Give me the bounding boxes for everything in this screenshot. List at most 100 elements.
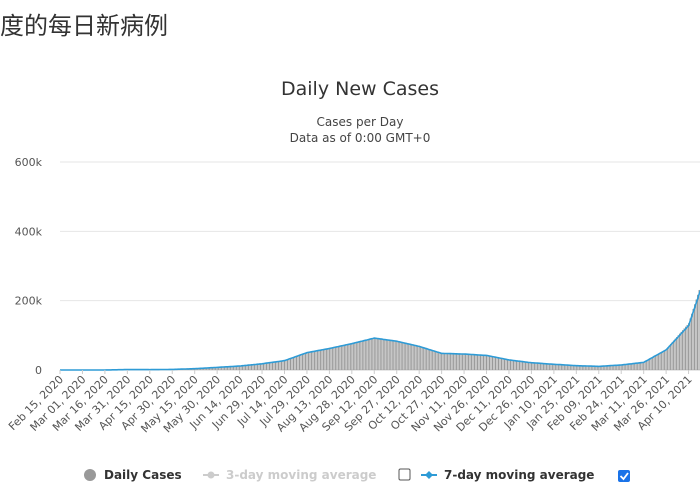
daily-cases-bar: [361, 340, 363, 370]
daily-cases-bar: [695, 299, 697, 370]
daily-cases-bar: [234, 366, 236, 370]
daily-cases-bar: [408, 343, 410, 370]
daily-cases-bar: [228, 366, 230, 370]
moving-average-line[interactable]: [60, 289, 700, 371]
daily-cases-bar: [465, 353, 467, 370]
daily-cases-bar: [406, 342, 408, 370]
daily-cases-bar: [613, 365, 615, 370]
daily-cases-bar: [206, 367, 208, 370]
daily-cases-bar: [457, 353, 459, 370]
daily-cases-bar: [221, 366, 223, 370]
daily-cases-bar: [469, 354, 471, 370]
daily-cases-bar: [694, 304, 696, 370]
daily-cases-bar: [463, 353, 465, 370]
daily-cases-bar: [257, 363, 259, 370]
daily-cases-bar: [289, 358, 291, 370]
daily-cases-bar: [342, 344, 344, 370]
daily-cases-bar: [673, 340, 675, 370]
daily-cases-bar: [508, 359, 510, 370]
daily-cases-bar: [547, 363, 549, 370]
daily-cases-bar: [454, 353, 456, 370]
daily-cases-bar: [494, 356, 497, 370]
daily-cases-bar: [685, 326, 687, 370]
daily-cases-bar: [390, 339, 392, 370]
daily-cases-bar: [490, 355, 492, 370]
daily-cases-bar: [303, 353, 305, 370]
daily-cases-bar: [240, 365, 242, 370]
daily-cases-bar: [589, 365, 591, 370]
daily-cases-bar: [363, 340, 365, 370]
daily-cases-bar: [691, 313, 693, 370]
daily-cases-bar: [529, 362, 531, 370]
daily-cases-bar: [581, 365, 583, 370]
chart-legend[interactable]: Daily Cases 3-day moving average 7-day mov…: [84, 468, 630, 482]
daily-cases-bar: [580, 365, 582, 370]
daily-cases-bar: [617, 364, 619, 370]
y-tick-label: 600k: [15, 156, 43, 169]
daily-cases-bar: [402, 341, 404, 370]
daily-cases-bar: [366, 339, 368, 370]
daily-cases-bar: [545, 363, 547, 370]
daily-cases-bar: [559, 364, 561, 370]
daily-cases-bar: [405, 342, 407, 370]
daily-cases-bar: [254, 364, 256, 370]
daily-cases-bar: [215, 367, 217, 370]
daily-cases-bars[interactable]: [117, 290, 700, 370]
daily-cases-bar: [539, 363, 541, 370]
daily-cases-bar: [251, 364, 253, 370]
daily-cases-bar: [607, 365, 609, 370]
daily-cases-bar: [412, 344, 414, 370]
daily-cases-bar: [324, 348, 326, 370]
daily-cases-bar: [200, 368, 202, 370]
daily-cases-bar: [373, 337, 375, 370]
daily-cases-bar: [676, 337, 678, 370]
daily-cases-bar: [453, 353, 455, 370]
daily-cases-bar: [385, 339, 387, 370]
daily-cases-bar: [352, 342, 354, 370]
daily-cases-bar: [261, 363, 263, 370]
daily-cases-bar: [512, 360, 514, 370]
daily-cases-bar: [653, 356, 655, 370]
daily-cases-bar: [533, 362, 535, 370]
daily-cases-bar: [279, 360, 281, 370]
daily-cases-bar: [566, 364, 568, 370]
daily-cases-bar: [542, 363, 544, 370]
daily-cases-bar: [497, 357, 500, 370]
daily-cases-bar: [283, 360, 286, 370]
daily-cases-bar: [430, 349, 432, 370]
daily-cases-bar: [219, 367, 221, 370]
daily-cases-bar: [391, 339, 393, 370]
daily-cases-bar: [517, 360, 519, 370]
daily-cases-bar: [548, 363, 550, 370]
daily-cases-bar: [677, 335, 679, 370]
daily-cases-bar: [483, 354, 485, 370]
legend-item-7-day-average: 7-day moving average: [444, 468, 594, 482]
daily-cases-bar: [230, 366, 232, 370]
daily-cases-bar: [622, 364, 624, 370]
daily-cases-bar: [551, 363, 553, 370]
daily-cases-bar: [418, 345, 420, 370]
daily-cases-bar: [620, 364, 622, 370]
daily-cases-bar: [468, 353, 470, 370]
daily-cases-bar: [367, 339, 369, 370]
daily-cases-bar: [500, 358, 503, 370]
daily-cases-bar: [273, 361, 275, 370]
daily-cases-bar: [601, 366, 603, 370]
daily-cases-bar: [652, 356, 654, 370]
daily-cases-bar: [225, 366, 227, 370]
daily-cases-bar: [565, 364, 567, 370]
daily-cases-bar: [671, 342, 673, 370]
daily-cases-bar: [491, 356, 494, 370]
daily-cases-bar: [309, 351, 311, 370]
daily-cases-bar: [288, 358, 290, 370]
y-tick-label: 0: [35, 364, 42, 377]
daily-cases-bar: [427, 348, 429, 370]
daily-cases-bar: [459, 353, 461, 370]
daily-cases-bar: [222, 366, 224, 370]
daily-cases-bar: [554, 364, 556, 370]
daily-cases-bar: [315, 350, 317, 370]
daily-cases-bar: [599, 366, 601, 370]
daily-cases-bar: [400, 341, 402, 370]
daily-cases-bar: [277, 361, 280, 370]
